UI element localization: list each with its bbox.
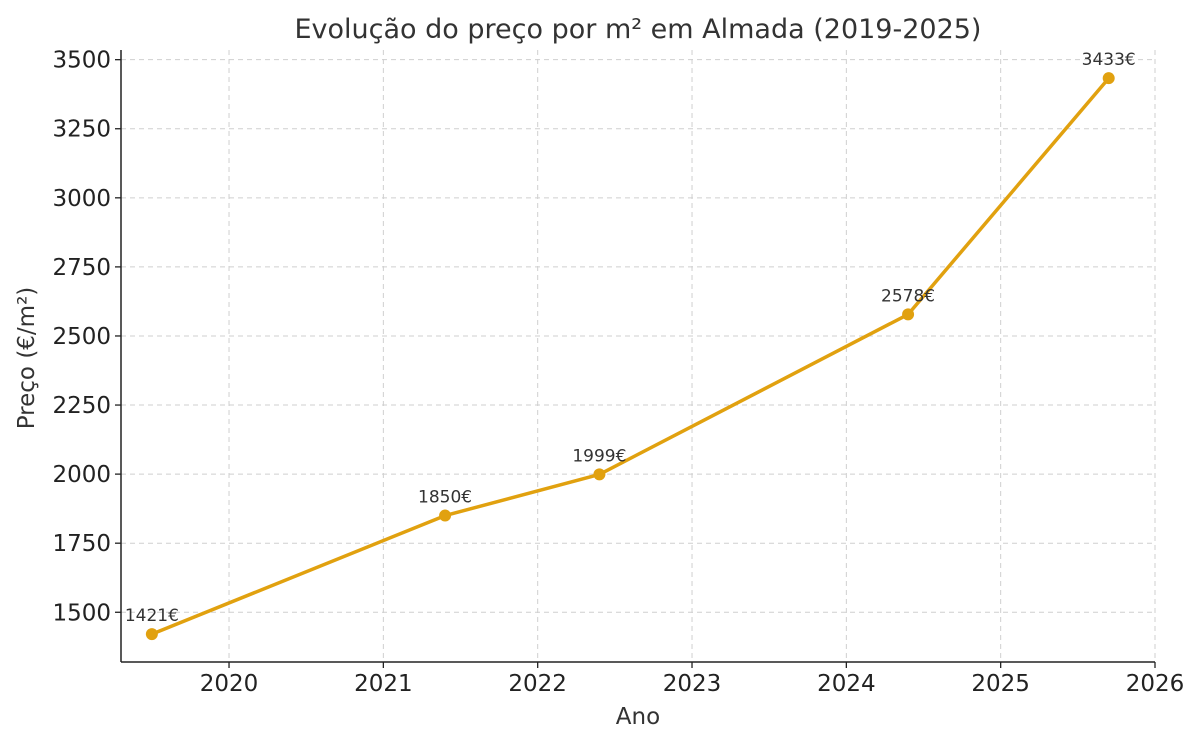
data-labels: 1421€ 1850€ 1999€ 2578€ 3433€ <box>125 50 1136 626</box>
y-tick-label: 3500 <box>52 48 111 74</box>
x-tick-label: 2026 <box>1126 671 1185 697</box>
chart-title: Evolução do preço por m² em Almada (2019… <box>295 14 982 45</box>
y-axis-label: Preço (€/m²) <box>14 287 40 430</box>
data-label: 2578€ <box>881 286 935 306</box>
x-tick-label: 2020 <box>200 671 259 697</box>
data-label: 3433€ <box>1082 50 1136 70</box>
axes <box>120 50 1155 663</box>
data-point <box>593 468 606 481</box>
series-price <box>145 72 1115 641</box>
y-tick-label: 3000 <box>52 186 111 212</box>
y-tick-label: 1750 <box>52 531 111 557</box>
y-tick-label: 2500 <box>52 324 111 350</box>
data-label: 1999€ <box>572 446 626 466</box>
data-point <box>145 628 158 641</box>
x-tick-label: 2022 <box>508 671 567 697</box>
data-point <box>439 509 452 522</box>
x-tick-label: 2024 <box>817 671 876 697</box>
y-tick-label: 2750 <box>52 255 111 281</box>
y-tick-label: 3250 <box>52 117 111 143</box>
data-point <box>902 308 915 321</box>
y-tick-label: 2000 <box>52 462 111 488</box>
series-line <box>150 76 1111 636</box>
data-label: 1421€ <box>125 606 179 626</box>
x-tick-label: 2023 <box>663 671 722 697</box>
x-tick-label: 2025 <box>971 671 1030 697</box>
x-tick-label: 2021 <box>354 671 413 697</box>
y-tick-label: 1500 <box>52 600 111 626</box>
data-point <box>1102 72 1115 85</box>
tick-labels: 2020 2021 2022 2023 2024 2025 2026 1500 1750 2000… <box>52 48 1184 697</box>
y-tick-label: 2250 <box>52 393 111 419</box>
x-axis-label: Ano <box>616 704 660 730</box>
data-label: 1850€ <box>418 488 472 508</box>
grid <box>121 50 1156 662</box>
